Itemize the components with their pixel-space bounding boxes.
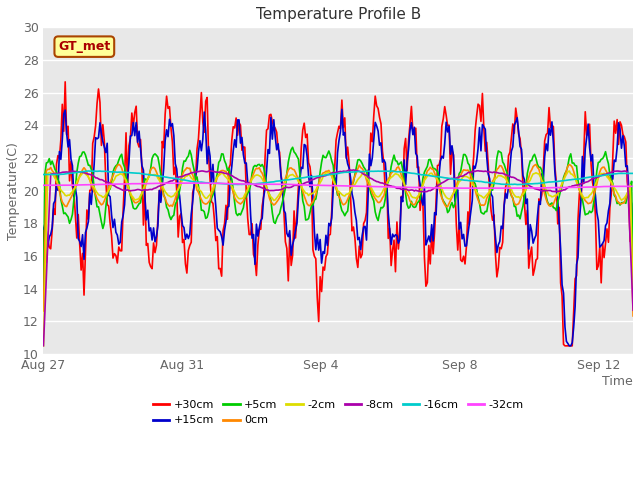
-16cm	[238, 181, 246, 187]
-8cm	[40, 343, 47, 348]
+15cm	[629, 228, 637, 234]
+5cm	[629, 287, 637, 293]
-16cm	[369, 168, 376, 174]
0cm	[473, 192, 481, 198]
0cm	[40, 308, 47, 314]
-2cm	[471, 186, 479, 192]
-8cm	[216, 169, 224, 175]
-2cm	[40, 343, 47, 348]
+30cm	[473, 114, 481, 120]
-2cm	[237, 196, 244, 202]
0cm	[218, 168, 225, 173]
-32cm	[369, 184, 376, 190]
-8cm	[349, 167, 357, 173]
-2cm	[629, 290, 637, 296]
+15cm	[40, 226, 47, 232]
-8cm	[369, 176, 376, 182]
-16cm	[456, 177, 463, 182]
-32cm	[473, 185, 481, 191]
Y-axis label: Temperature(C): Temperature(C)	[7, 142, 20, 240]
+5cm	[289, 144, 296, 150]
-2cm	[216, 171, 224, 177]
0cm	[456, 173, 463, 179]
-32cm	[456, 185, 463, 191]
+30cm	[61, 79, 69, 85]
+30cm	[456, 220, 463, 226]
+5cm	[456, 170, 463, 176]
-8cm	[473, 168, 481, 174]
+5cm	[237, 212, 244, 218]
X-axis label: Time: Time	[602, 374, 633, 388]
Line: -32cm: -32cm	[44, 183, 633, 188]
-8cm	[456, 174, 463, 180]
-32cm	[238, 181, 246, 187]
-16cm	[573, 176, 580, 182]
-16cm	[218, 180, 225, 186]
0cm	[629, 313, 637, 319]
+5cm	[473, 186, 481, 192]
+30cm	[40, 227, 47, 232]
0cm	[369, 191, 376, 196]
Line: -16cm: -16cm	[44, 171, 633, 184]
Line: -8cm: -8cm	[44, 170, 633, 346]
-16cm	[629, 170, 637, 176]
+30cm	[238, 147, 246, 153]
-32cm	[218, 180, 225, 186]
-8cm	[237, 178, 244, 183]
+15cm	[473, 159, 481, 165]
+15cm	[237, 140, 244, 146]
-16cm	[513, 181, 521, 187]
+15cm	[566, 343, 573, 348]
-2cm	[566, 168, 573, 174]
-32cm	[573, 184, 580, 190]
+5cm	[40, 288, 47, 293]
-16cm	[84, 168, 92, 174]
+15cm	[338, 107, 346, 112]
+15cm	[369, 155, 376, 161]
+15cm	[573, 262, 580, 267]
0cm	[238, 200, 246, 205]
+5cm	[369, 194, 376, 200]
Line: +5cm: +5cm	[44, 147, 633, 290]
Line: +15cm: +15cm	[44, 109, 633, 346]
0cm	[572, 173, 579, 179]
Line: 0cm: 0cm	[44, 164, 633, 316]
+30cm	[629, 245, 637, 251]
-32cm	[508, 185, 515, 191]
-32cm	[188, 180, 195, 186]
-2cm	[367, 184, 374, 190]
-32cm	[629, 183, 637, 189]
+15cm	[216, 229, 224, 235]
Text: GT_met: GT_met	[58, 40, 111, 53]
Line: +30cm: +30cm	[44, 82, 633, 346]
Legend: +30cm, +15cm, +5cm, 0cm, -2cm, -8cm, -16cm, -32cm: +30cm, +15cm, +5cm, 0cm, -2cm, -8cm, -16…	[148, 396, 528, 430]
+15cm	[456, 226, 463, 232]
+5cm	[216, 157, 224, 163]
-2cm	[454, 182, 461, 188]
-8cm	[629, 307, 637, 313]
+30cm	[561, 343, 569, 348]
Title: Temperature Profile B: Temperature Profile B	[255, 7, 421, 22]
+30cm	[573, 273, 580, 279]
+30cm	[218, 273, 225, 279]
Line: -2cm: -2cm	[44, 171, 633, 346]
-16cm	[473, 178, 481, 184]
-8cm	[572, 182, 579, 188]
+5cm	[572, 163, 579, 168]
-32cm	[40, 182, 47, 188]
0cm	[115, 161, 123, 167]
-16cm	[40, 172, 47, 178]
-2cm	[572, 175, 579, 180]
+30cm	[369, 139, 376, 144]
